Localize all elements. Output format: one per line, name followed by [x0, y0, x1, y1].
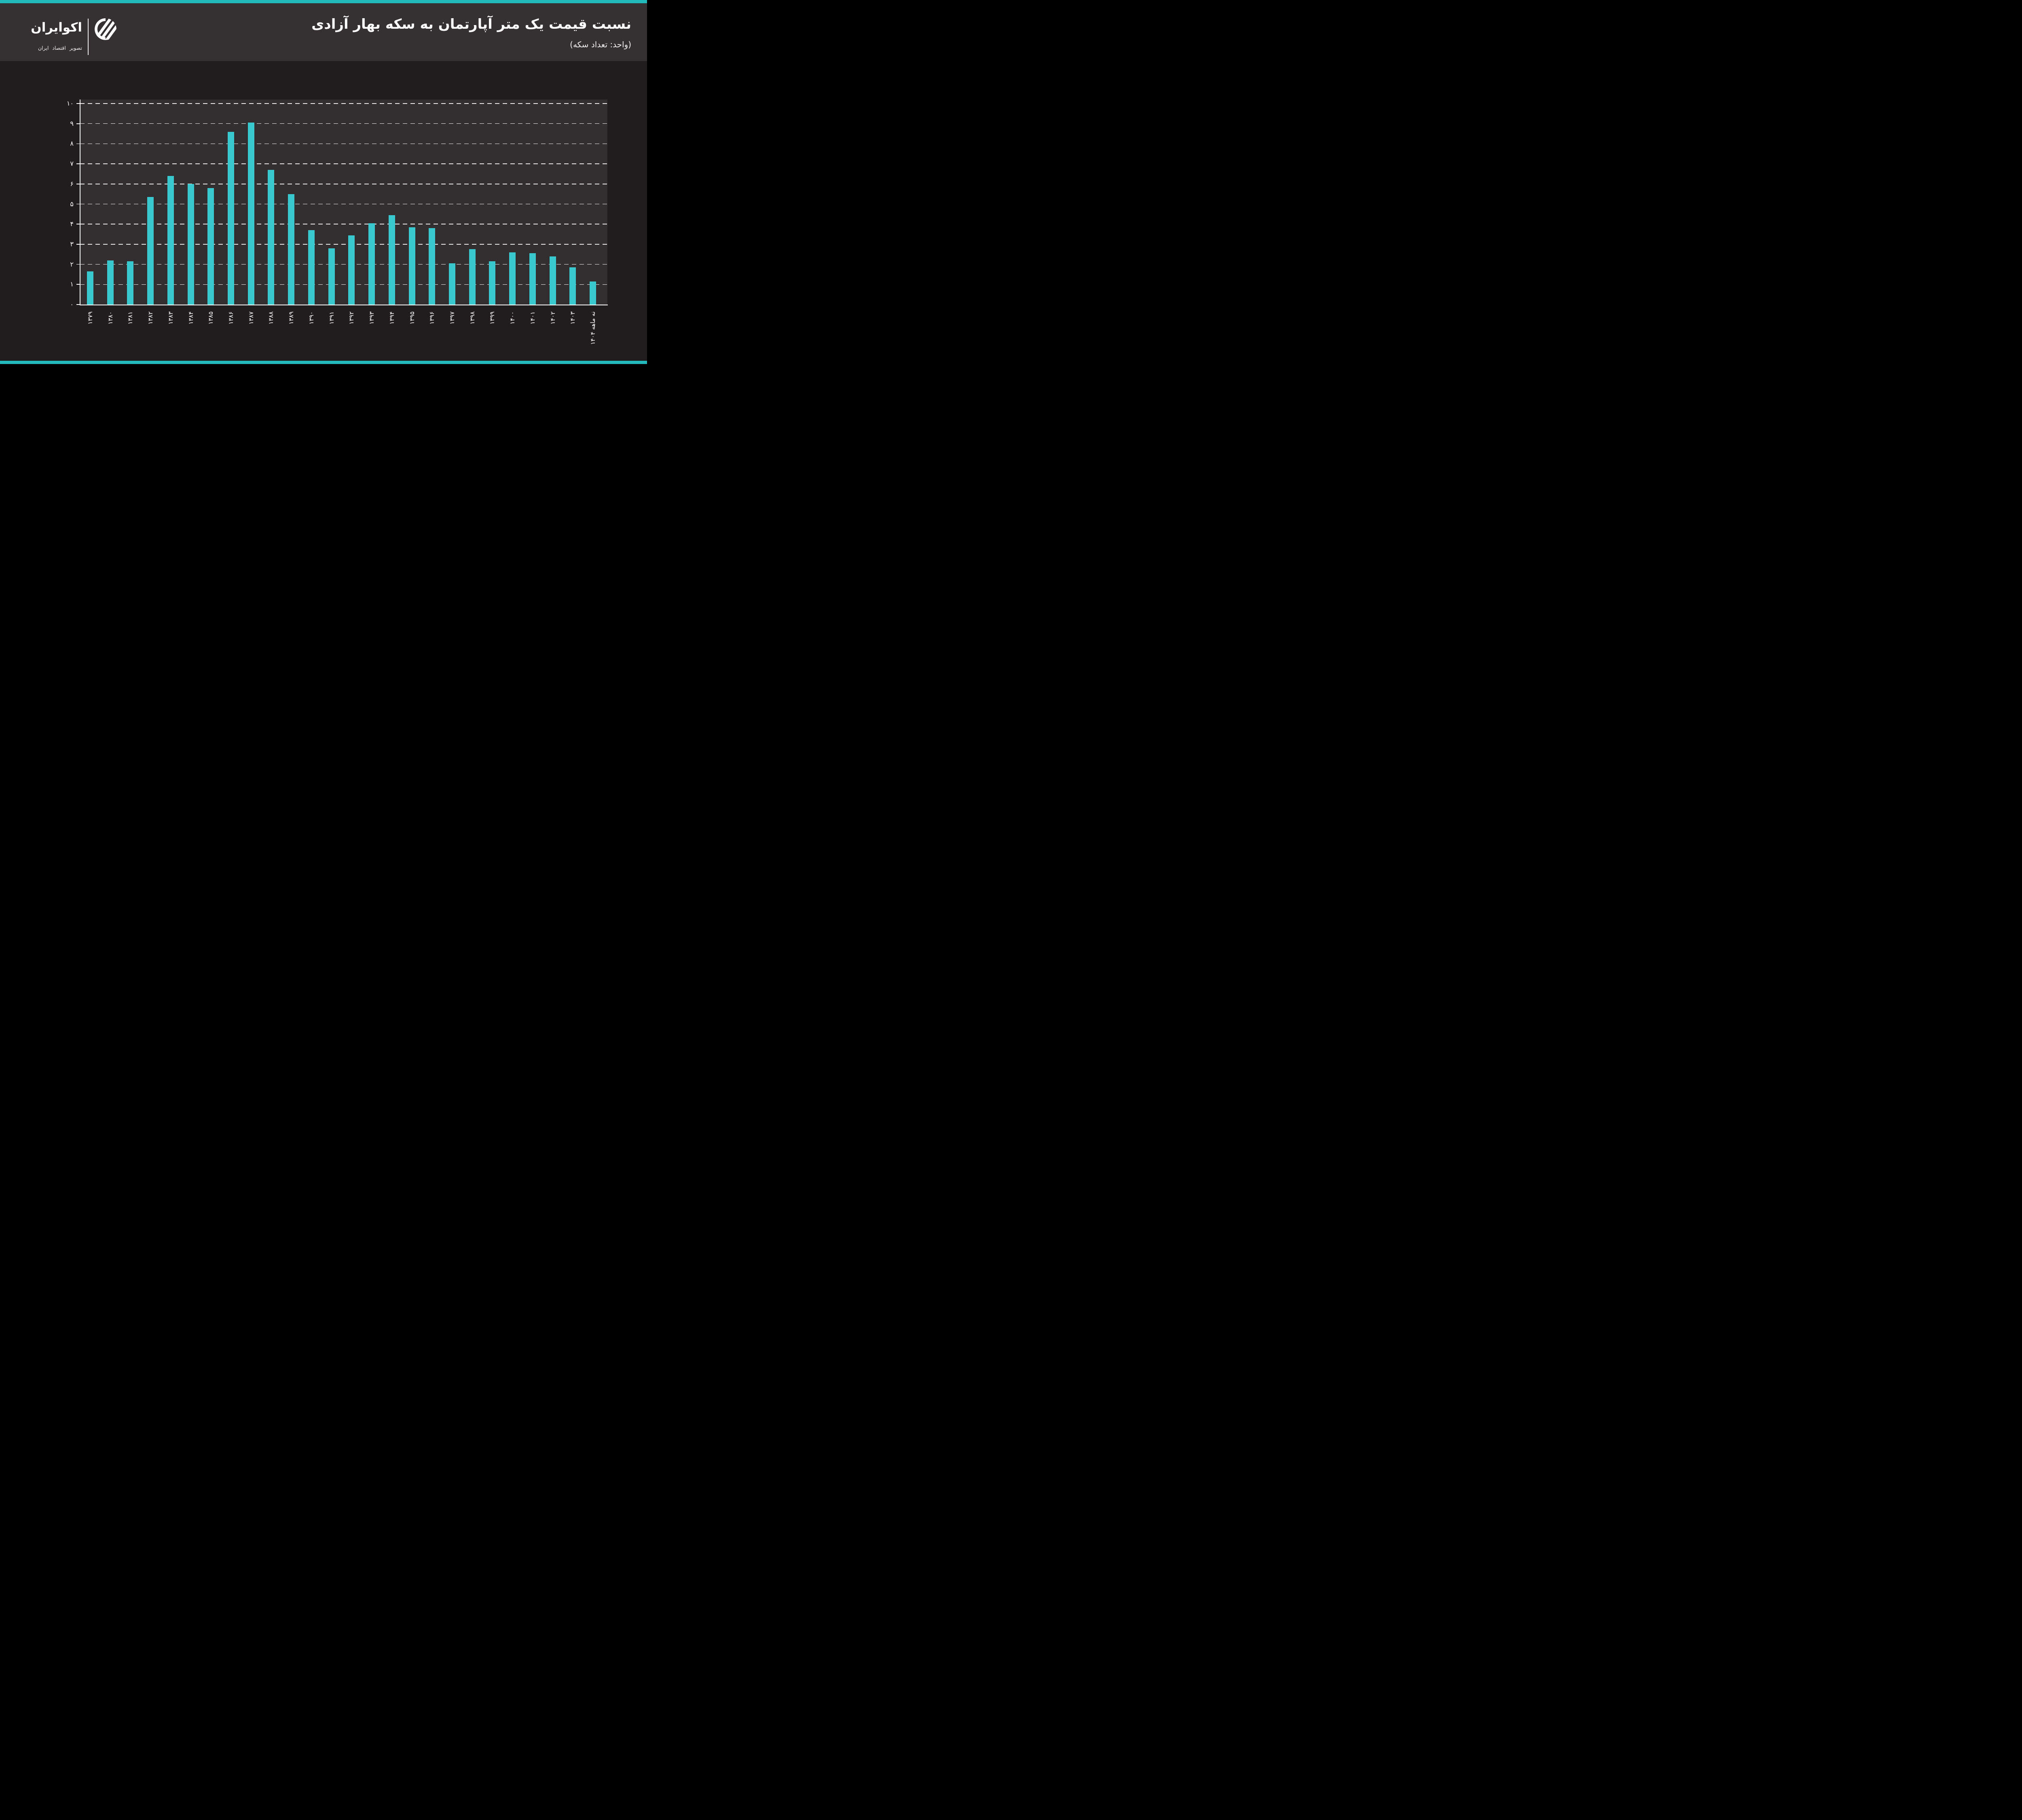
bar [388, 215, 395, 305]
y-axis-tick [76, 244, 80, 245]
bar [167, 176, 174, 305]
y-axis-label: ۸ [70, 140, 74, 148]
bar [288, 194, 295, 305]
x-axis-label: ۱۳۷۹ [87, 311, 94, 325]
bar [147, 197, 154, 305]
y-axis-label: ۱ [70, 280, 74, 288]
bar [268, 170, 275, 305]
y-axis-label: ۷ [70, 160, 74, 168]
x-axis-label: ۱۳۹۵ [408, 311, 416, 325]
y-axis-label: ۰ [70, 301, 74, 308]
x-axis-label: ۱۴۰۲ [549, 311, 556, 325]
bar [187, 184, 194, 305]
x-axis-label: ۱۳۹۱ [328, 311, 335, 325]
x-axis-label: ۱۳۹۶ [428, 311, 436, 325]
x-axis-label: ۱۴۰۱ [529, 311, 536, 325]
bar [87, 271, 93, 305]
y-axis-label: ۹ [70, 119, 74, 127]
page-subtitle: (واحد: تعداد سکه) [570, 40, 631, 49]
brand-tagline: تصویر اقتصاد ایران [38, 45, 82, 51]
bottom-accent-bar [0, 361, 647, 364]
gridline [80, 123, 607, 124]
y-axis-label: ۶ [70, 180, 74, 188]
bar [469, 249, 476, 305]
bar [529, 253, 536, 305]
top-accent-bar [0, 0, 647, 3]
x-axis-label: ۱۳۸۴ [187, 311, 195, 325]
y-axis-label: ۳ [70, 240, 74, 248]
brand-divider [88, 19, 89, 55]
x-axis-label: ۱۳۸۲ [147, 311, 154, 325]
x-axis-label: ۱۳۹۲ [348, 311, 355, 325]
bar [408, 227, 415, 305]
x-axis-label: ۱۳۸۵ [207, 311, 215, 325]
x-axis-label: ۱۴۰۰ [509, 311, 516, 325]
y-axis-tick [76, 163, 80, 164]
y-axis-tick [76, 284, 80, 285]
y-axis-tick [76, 264, 80, 265]
x-axis-label: ۱۴۰۳ [569, 311, 577, 325]
x-axis-label: نه ماهه ۱۴۰۴ [589, 311, 596, 345]
bar [590, 281, 596, 305]
x-axis-label: ۱۳۸۰ [106, 311, 114, 325]
bar [429, 228, 436, 305]
gridline [80, 203, 607, 205]
y-axis-label: ۱۰ [66, 99, 74, 107]
x-axis-label: ۱۳۸۹ [288, 311, 295, 325]
plot-area [80, 99, 607, 305]
bar-chart: ۰ ۱ ۲ ۳ ۴ ۵ ۶ ۷ ۸ ۹ ۱۰ ۱۳۷۹ ۱۳۸۰ ۱۳۸۱ ۱۳۸۲ ۱۳۸۳ ۱۳۸۴ ۱۳۸۵… [0, 0, 647, 364]
x-axis-label: ۱۳۹۸ [468, 311, 476, 325]
x-axis-label: ۱۳۹۰ [307, 311, 315, 325]
header: نسبت قیمت یک متر آپارتمان به سکه بهار آز… [0, 3, 647, 61]
bar [328, 248, 335, 305]
y-axis-label: ۴ [70, 220, 74, 228]
x-axis-label: ۱۳۸۶ [227, 311, 235, 325]
x-axis-label: ۱۳۸۷ [247, 311, 255, 325]
bar [489, 261, 496, 305]
x-axis-label: ۱۳۹۳ [368, 311, 376, 325]
bar [207, 188, 214, 305]
bar [368, 223, 375, 305]
bar [509, 252, 516, 305]
y-axis-label: ۵ [70, 200, 74, 208]
bar [107, 260, 114, 305]
page-title: نسبت قیمت یک متر آپارتمان به سکه بهار آز… [311, 16, 631, 32]
bar [448, 263, 455, 305]
y-axis-label: ۲ [70, 260, 74, 268]
bar [247, 123, 254, 305]
bar [308, 230, 315, 305]
ecoiran-emblem-icon [95, 18, 116, 40]
bar [348, 235, 355, 305]
gridline [80, 163, 607, 164]
brand-name: اکوایران [31, 20, 82, 35]
x-axis-label: ۱۳۸۸ [267, 311, 275, 325]
y-axis-tick [76, 103, 80, 104]
x-axis-label: ۱۳۸۱ [127, 311, 134, 325]
bar [127, 261, 134, 305]
x-axis-label: ۱۳۸۳ [167, 311, 174, 325]
gridline [80, 244, 607, 245]
bar [549, 256, 556, 305]
bar [228, 131, 235, 305]
y-axis-tick [76, 304, 80, 305]
y-axis-tick [76, 123, 80, 124]
gridline [80, 264, 607, 265]
gridline [80, 103, 607, 104]
infographic-root: نسبت قیمت یک متر آپارتمان به سکه بهار آز… [0, 0, 647, 364]
x-axis-label: ۱۳۹۴ [388, 311, 396, 325]
y-axis-tick [76, 203, 80, 205]
x-axis-label: ۱۳۹۹ [489, 311, 496, 325]
bar [569, 267, 576, 305]
gridline [80, 284, 607, 285]
x-axis-label: ۱۳۹۷ [448, 311, 456, 325]
